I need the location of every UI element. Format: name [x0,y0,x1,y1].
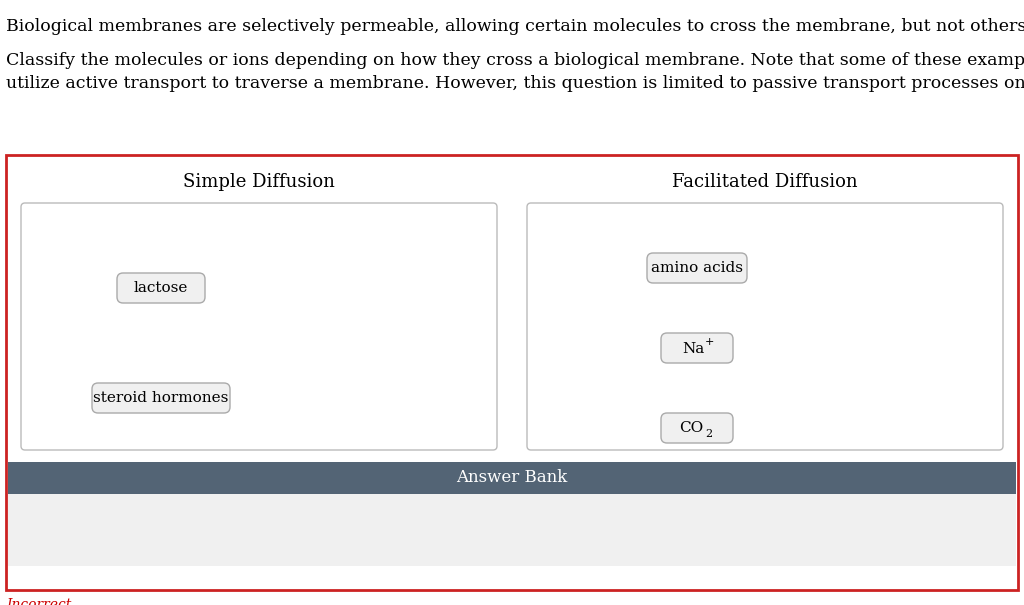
Text: +: + [705,337,714,347]
FancyBboxPatch shape [662,333,733,363]
FancyBboxPatch shape [662,413,733,443]
Text: lactose: lactose [134,281,188,295]
FancyBboxPatch shape [117,273,205,303]
Text: Answer Bank: Answer Bank [457,469,567,486]
Text: Simple Diffusion: Simple Diffusion [183,173,335,191]
Text: Facilitated Diffusion: Facilitated Diffusion [672,173,858,191]
Bar [8,494,1016,566]
FancyBboxPatch shape [22,203,497,450]
Text: 2: 2 [706,429,713,439]
Bar [8,462,1016,494]
FancyBboxPatch shape [92,383,230,413]
Text: Incorrect: Incorrect [6,598,72,605]
Text: Na: Na [682,342,705,356]
Text: Biological membranes are selectively permeable, allowing certain molecules to cr: Biological membranes are selectively per… [6,18,1024,35]
Text: amino acids: amino acids [651,261,743,275]
Text: CO: CO [679,421,703,435]
Text: Classify the molecules or ions depending on how they cross a biological membrane: Classify the molecules or ions depending… [6,52,1024,93]
FancyBboxPatch shape [647,253,746,283]
Bar [6,155,1018,590]
FancyBboxPatch shape [527,203,1002,450]
Text: steroid hormones: steroid hormones [93,391,228,405]
